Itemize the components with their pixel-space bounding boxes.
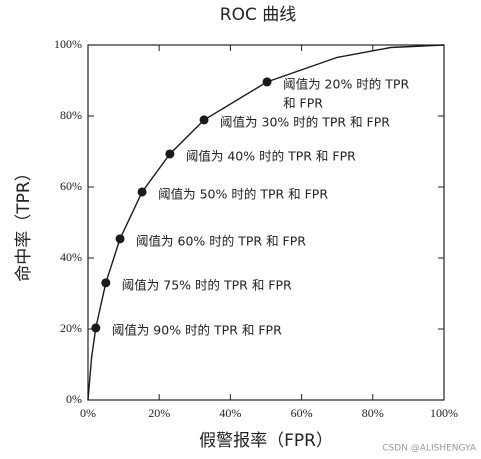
point-annotation: 阈值为 50% 时的 TPR 和 FPR xyxy=(158,186,328,201)
y-axis-label: 命中率（TPR） xyxy=(14,164,34,281)
x-tick-label: 0% xyxy=(80,406,96,420)
x-tick-label: 80% xyxy=(362,406,384,420)
y-tick-label: 60% xyxy=(60,179,82,193)
point xyxy=(115,234,125,244)
point-annotation: 阈值为 90% 时的 TPR 和 FPR xyxy=(112,322,282,337)
y-tick-label: 20% xyxy=(60,321,82,335)
point xyxy=(137,187,147,197)
point-annotation: 阈值为 40% 时的 TPR 和 FPR xyxy=(186,148,356,163)
point xyxy=(91,323,101,333)
point-annotation: 和 FPR xyxy=(283,95,323,110)
roc-curve xyxy=(87,44,445,401)
x-tick-label: 20% xyxy=(148,406,170,420)
watermark: CSDN @ALISHENGYA xyxy=(382,444,477,454)
x-tick-label: 100% xyxy=(430,406,458,420)
y-tick-label: 40% xyxy=(60,250,82,264)
point xyxy=(101,278,111,288)
y-tick-label: 80% xyxy=(60,108,82,122)
point xyxy=(199,115,209,125)
plot-frame xyxy=(87,44,445,401)
chart-title: ROC 曲线 xyxy=(220,5,296,25)
y-tick-label: 0% xyxy=(66,392,82,406)
point xyxy=(165,149,175,159)
point-annotation: 阈值为 20% 时的 TPR xyxy=(283,76,409,91)
x-axis-label: 假警报率（FPR） xyxy=(199,431,333,451)
x-tick-label: 40% xyxy=(219,406,241,420)
point-annotation: 阈值为 60% 时的 TPR 和 FPR xyxy=(136,233,306,248)
point-annotation: 阈值为 75% 时的 TPR 和 FPR xyxy=(122,277,292,292)
y-tick-label: 100% xyxy=(54,37,82,51)
point xyxy=(262,77,272,87)
x-tick-label: 60% xyxy=(291,406,313,420)
point-annotation: 阈值为 30% 时的 TPR 和 FPR xyxy=(220,114,390,129)
